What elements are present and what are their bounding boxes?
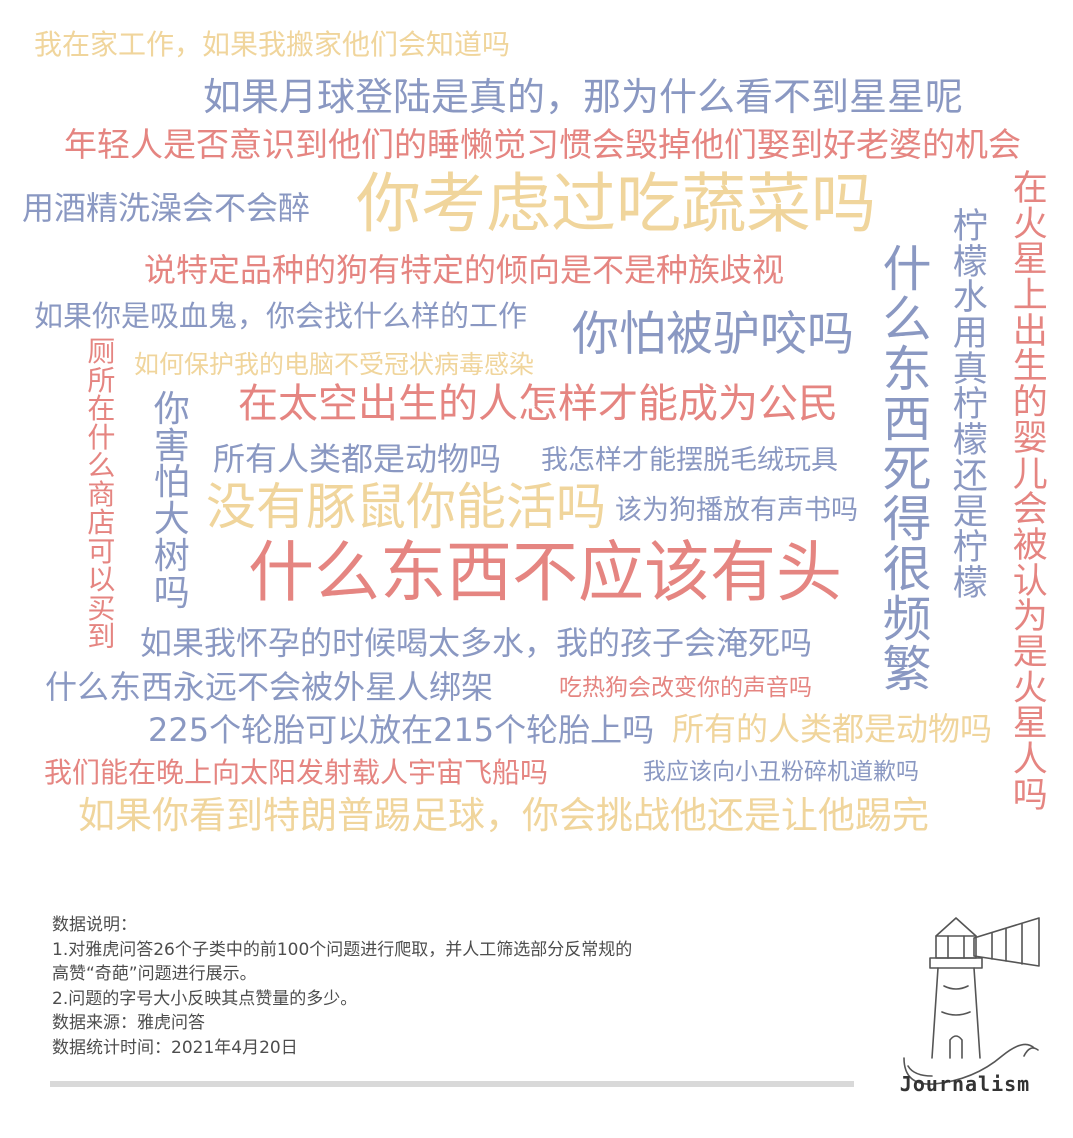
notes-date: 数据统计时间：2021年4月20日 (52, 1037, 298, 1058)
cloud-question: 在太空出生的人怎样才能成为公民 (238, 381, 838, 427)
cloud-question: 如果你看到特朗普踢足球，你会挑战他还是让他踢完 (78, 794, 929, 837)
cloud-question-vertical: 在火星上出生的婴儿会被认为是火星人吗 (1012, 169, 1048, 816)
cloud-question-vertical: 柠檬水用真柠檬还是柠檬 (952, 207, 988, 604)
notes-line: 2.问题的字号大小反映其点赞量的多少。 (52, 988, 358, 1009)
cloud-question: 什么东西不应该有头 (248, 534, 842, 611)
cloud-question: 如果月球登陆是真的，那为什么看不到星星呢 (203, 75, 964, 119)
cloud-question: 如何保护我的电脑不受冠状病毒感染 (134, 350, 535, 379)
notes-heading: 数据说明： (52, 915, 137, 935)
cloud-question: 你怕被驴咬吗 (572, 307, 854, 362)
data-notes: 数据说明： 1.对雅虎问答26个子类中的前100个问题进行爬取，并人工筛选部分反… (52, 913, 812, 1060)
notes-line: 高赞“奇葩”问题进行展示。 (52, 964, 257, 984)
cloud-question: 如果我怀孕的时候喝太多水，我的孩子会淹死吗 (140, 624, 813, 662)
cloud-question: 吃热狗会改变你的声音吗 (559, 675, 812, 701)
cloud-question: 如果你是吸血鬼，你会找什么样的工作 (34, 299, 528, 333)
cloud-question: 说特定品种的狗有特定的倾向是不是种族歧视 (144, 251, 785, 289)
cloud-question: 你考虑过吃蔬菜吗 (356, 167, 877, 242)
cloud-question: 用酒精洗澡会不会醉 (22, 189, 311, 227)
cloud-question: 225个轮胎可以放在215个轮胎上吗 (148, 711, 655, 749)
cloud-question: 什么东西永远不会被外星人绑架 (45, 668, 494, 706)
cloud-question: 年轻人是否意识到他们的睡懒觉习惯会毁掉他们娶到好老婆的机会 (64, 125, 1021, 164)
cloud-question: 我在家工作，如果我搬家他们会知道吗 (34, 28, 511, 61)
cloud-question: 没有豚鼠你能活吗 (206, 478, 606, 536)
cloud-question: 我怎样才能摆脱毛绒玩具 (541, 445, 838, 476)
cloud-question: 我们能在晚上向太阳发射载人宇宙飞船吗 (44, 756, 549, 789)
divider (50, 1081, 854, 1087)
lighthouse-logo-icon (903, 917, 1040, 1085)
notes-source: 数据来源：雅虎问答 (52, 1013, 205, 1033)
question-word-cloud: 我在家工作，如果我搬家他们会知道吗 如果月球登陆是真的，那为什么看不到星星呢 年… (22, 28, 1048, 837)
logo-wordmark: Journalism (899, 1072, 1031, 1096)
cloud-question: 所有人类都是动物吗 (213, 440, 502, 478)
cloud-question-vertical: 什么东西死得很频繁 (882, 241, 932, 698)
cloud-question: 该为狗播放有声书吗 (615, 495, 858, 526)
cloud-question: 所有的人类都是动物吗 (672, 710, 993, 748)
cloud-question: 我应该向小丑粉碎机道歉吗 (643, 759, 919, 785)
notes-line: 1.对雅虎问答26个子类中的前100个问题进行爬取，并人工筛选部分反常规的 (52, 939, 633, 960)
cloud-question-vertical: 厕所在什么商店可以买到 (87, 335, 116, 654)
cloud-question-vertical: 你害怕大树吗 (153, 389, 190, 614)
